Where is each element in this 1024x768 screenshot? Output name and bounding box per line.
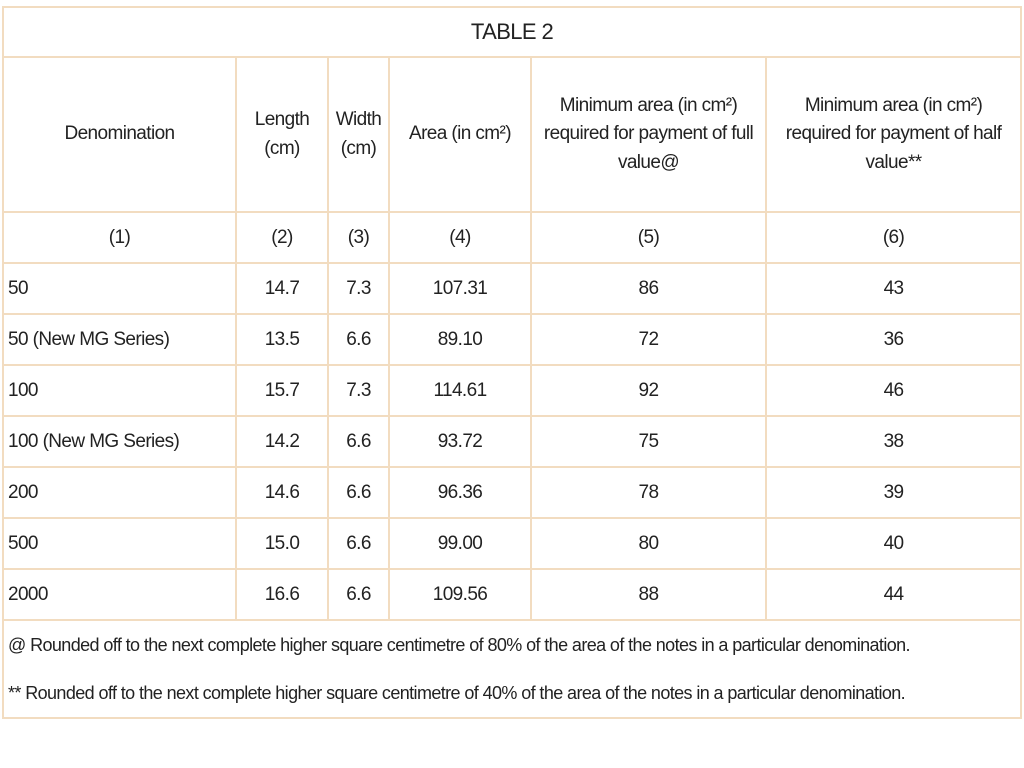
data-row: 50 (New MG Series) 13.5 6.6 89.10 72 36 bbox=[2, 313, 1023, 366]
data-row: 50 14.7 7.3 107.31 86 43 bbox=[2, 262, 1023, 315]
table-cell: 7.3 bbox=[327, 262, 390, 315]
table-cell: 15.0 bbox=[235, 517, 329, 570]
table-cell: 36 bbox=[764, 313, 1023, 366]
table-cell: 107.31 bbox=[388, 262, 532, 315]
table-cell: 100 (New MG Series) bbox=[2, 415, 237, 468]
title-row: TABLE 2 bbox=[1, 6, 1023, 58]
column-number: (4) bbox=[388, 211, 532, 264]
table-cell: 88 bbox=[530, 568, 767, 621]
table-cell: 78 bbox=[530, 466, 767, 519]
column-number: (2) bbox=[235, 211, 329, 264]
table-cell: 43 bbox=[764, 262, 1023, 315]
table-cell: 14.6 bbox=[235, 466, 329, 519]
table-cell: 15.7 bbox=[235, 364, 329, 417]
table-cell: 114.61 bbox=[388, 364, 532, 417]
column-number: (1) bbox=[2, 211, 237, 264]
column-number: (6) bbox=[764, 211, 1023, 264]
column-header: Width (cm) bbox=[327, 56, 390, 213]
table-cell: 6.6 bbox=[327, 415, 390, 468]
table-cell: 86 bbox=[530, 262, 767, 315]
column-number: (3) bbox=[327, 211, 390, 264]
table-cell: 80 bbox=[530, 517, 767, 570]
column-number-row: (1) (2) (3) (4) (5) (6) bbox=[2, 211, 1023, 264]
table-cell: 89.10 bbox=[388, 313, 532, 366]
table-cell: 75 bbox=[530, 415, 767, 468]
table-cell: 6.6 bbox=[327, 313, 390, 366]
footnote: @ Rounded off to the next complete highe… bbox=[1, 620, 1023, 669]
column-header: Length (cm) bbox=[235, 56, 329, 213]
table: TABLE 2 Denomination Length (cm) Width (cm… bbox=[1, 6, 1023, 719]
table-cell: 6.6 bbox=[327, 517, 390, 570]
table-cell: 6.6 bbox=[327, 568, 390, 621]
table-cell: 200 bbox=[2, 466, 237, 519]
footnote: ** Rounded off to the next complete high… bbox=[1, 669, 1023, 719]
data-row: 200 14.6 6.6 96.36 78 39 bbox=[2, 466, 1023, 519]
table-cell: 93.72 bbox=[388, 415, 532, 468]
table-cell: 38 bbox=[764, 415, 1023, 468]
data-row: 100 15.7 7.3 114.61 92 46 bbox=[2, 364, 1023, 417]
table-cell: 96.36 bbox=[388, 466, 532, 519]
table-cell: 92 bbox=[530, 364, 767, 417]
table-cell: 16.6 bbox=[235, 568, 329, 621]
table-cell: 109.56 bbox=[388, 568, 532, 621]
table-cell: 50 bbox=[2, 262, 237, 315]
table-cell: 14.2 bbox=[235, 415, 329, 468]
footnote-row: ** Rounded off to the next complete high… bbox=[1, 669, 1023, 719]
table-cell: 100 bbox=[2, 364, 237, 417]
data-row: 2000 16.6 6.6 109.56 88 44 bbox=[2, 568, 1023, 621]
data-row: 100 (New MG Series) 14.2 6.6 93.72 75 38 bbox=[2, 415, 1023, 468]
table-cell: 72 bbox=[530, 313, 767, 366]
table-cell: 2000 bbox=[2, 568, 237, 621]
column-header: Minimum area (in cm²) required for payme… bbox=[764, 56, 1023, 213]
table-cell: 6.6 bbox=[327, 466, 390, 519]
table-cell: 7.3 bbox=[327, 364, 390, 417]
data-row: 500 15.0 6.6 99.00 80 40 bbox=[2, 517, 1023, 570]
table-cell: 40 bbox=[764, 517, 1023, 570]
table-cell: 13.5 bbox=[235, 313, 329, 366]
footnote-row: @ Rounded off to the next complete highe… bbox=[1, 620, 1023, 669]
table-body: TABLE 2 Denomination Length (cm) Width (cm… bbox=[1, 6, 1023, 719]
table-cell: 46 bbox=[764, 364, 1023, 417]
table-cell: 44 bbox=[764, 568, 1023, 621]
table-title: TABLE 2 bbox=[1, 6, 1023, 58]
column-header: Area (in cm²) bbox=[388, 56, 532, 213]
column-header: Denomination bbox=[2, 56, 237, 213]
table-cell: 39 bbox=[764, 466, 1023, 519]
column-number: (5) bbox=[530, 211, 767, 264]
table-cell: 50 (New MG Series) bbox=[2, 313, 237, 366]
table-cell: 500 bbox=[2, 517, 237, 570]
table-cell: 99.00 bbox=[388, 517, 532, 570]
header-row: Denomination Length (cm) Width (cm) Area (i… bbox=[2, 56, 1023, 213]
column-header: Minimum area (in cm²) required for payme… bbox=[530, 56, 767, 213]
table-cell: 14.7 bbox=[235, 262, 329, 315]
